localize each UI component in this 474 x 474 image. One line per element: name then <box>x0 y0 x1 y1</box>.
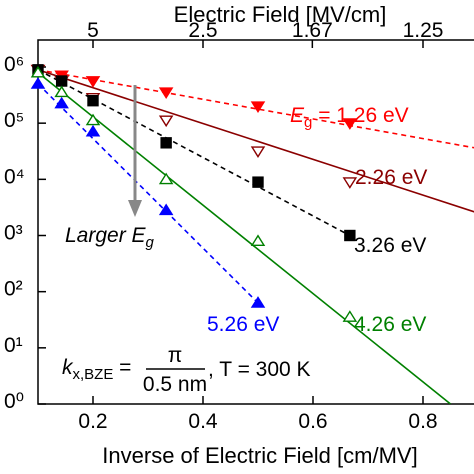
formula-denominator: 0.5 nm <box>143 373 207 396</box>
data-point-series-3 <box>85 113 101 126</box>
data-point-series-0 <box>85 76 101 88</box>
data-point-series-4 <box>30 77 46 89</box>
data-point-series-3 <box>342 310 358 322</box>
formula-temperature: , T = 300 K <box>208 358 311 381</box>
data-point-series-1 <box>342 177 358 189</box>
series-label-1-26-value: = 1.26 eV <box>312 104 408 127</box>
y-tick-label: 0⁰ <box>4 390 24 413</box>
y-tick-label: 0² <box>4 278 23 301</box>
series-label-1-26: Eg = 1.26 eV <box>290 104 409 131</box>
series-line-2 <box>38 69 351 237</box>
larger-eg-text: Larger E <box>65 224 147 247</box>
top-tick-label: 1.67 <box>292 19 333 42</box>
data-point-series-0 <box>250 101 266 114</box>
markers-layer <box>30 64 358 322</box>
data-point-series-2 <box>87 94 99 107</box>
data-point-series-2 <box>252 176 264 188</box>
data-point-series-4 <box>54 96 69 109</box>
formula-k: kx,BZE = <box>62 356 131 383</box>
series-line-1 <box>38 69 474 213</box>
series-line-4 <box>38 83 259 304</box>
y-tick-label: 0⁵ <box>4 109 24 132</box>
formula-numerator: π <box>168 344 183 367</box>
series-line-3 <box>38 71 452 404</box>
data-point-series-4 <box>158 203 174 216</box>
data-point-series-3 <box>158 172 174 185</box>
top-axis-title: Electric Field [MV/cm] <box>174 2 387 27</box>
data-point-series-3 <box>250 234 266 247</box>
series-label-2-26: 2.26 eV <box>355 166 427 189</box>
data-point-series-0 <box>342 118 358 130</box>
series-label-5-26: 5.26 eV <box>207 313 279 336</box>
data-point-series-4 <box>85 124 101 137</box>
series-label-3-26: 3.26 eV <box>354 234 426 257</box>
data-point-series-2 <box>55 75 68 87</box>
y-tick-label: 0¹ <box>4 334 23 357</box>
data-point-series-4 <box>250 296 266 308</box>
data-point-series-1 <box>250 146 266 158</box>
formula-eq: = <box>113 356 131 379</box>
y-tick-label: 0³ <box>4 222 23 245</box>
series-label-1-26-sub: g <box>304 114 312 131</box>
formula-k-symbol: k <box>62 356 74 379</box>
x-tick-label: 0.6 <box>298 410 327 433</box>
data-point-series-2 <box>344 229 356 242</box>
data-point-series-0 <box>158 87 174 99</box>
formula-k-sub: x,BZE <box>73 366 114 383</box>
x-tick-label: 0.8 <box>408 410 437 433</box>
data-point-series-3 <box>30 65 46 78</box>
larger-eg-sub: g <box>146 234 155 251</box>
data-point-series-1 <box>158 115 174 128</box>
series-label-1-26-e: E <box>290 104 305 127</box>
bottom-axis-title: Inverse of Electric Field [cm/MV] <box>102 443 417 468</box>
plot-frame <box>37 39 474 405</box>
data-point-series-2 <box>160 137 172 149</box>
series-line-0 <box>38 69 474 149</box>
arrow-head <box>128 200 142 217</box>
top-tick-label: 1.25 <box>403 19 444 42</box>
top-tick-label: 5 <box>87 19 99 42</box>
x-tick-label: 0.2 <box>78 410 107 433</box>
y-tick-label: 0⁴ <box>4 165 25 188</box>
x-tick-label: 0.4 <box>188 410 218 433</box>
y-tick-label: 0⁶ <box>4 53 24 76</box>
ticks-layer: 0.2 0.4 0.6 0.8 5 2.5 1.67 1.25 0⁶ 0⁵ 0⁴ 0³ 0² 0¹ 0⁰ <box>4 19 443 433</box>
data-point-series-3 <box>54 85 69 98</box>
larger-eg-label: Larger Eg <box>65 224 155 251</box>
top-tick-label: 2.5 <box>188 19 217 42</box>
series-label-4-26: 4.26 eV <box>354 313 426 336</box>
